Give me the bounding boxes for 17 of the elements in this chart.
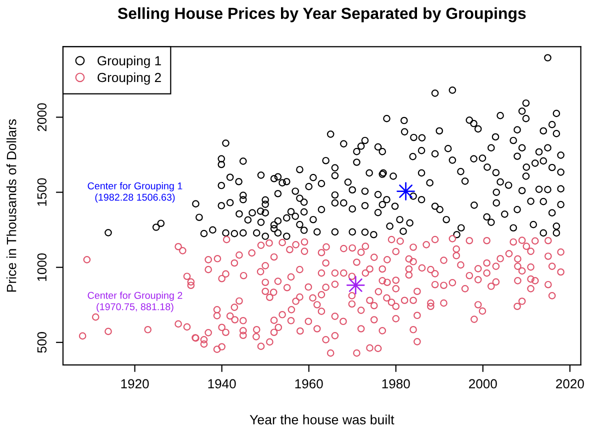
y-axis-title: Price in Thousands of Dollars [6,119,16,292]
x-tick-label: 1960 [295,379,323,388]
y-tick-label: 500 [37,332,47,353]
y-tick-label: 1500 [37,178,47,206]
y-tick-label: 2000 [37,103,47,132]
x-tick-label: 1980 [382,379,410,388]
x-tick-label: 1920 [121,379,149,388]
x-tick-label: 1940 [208,379,236,388]
chart-title: Selling House Prices by Year Separated by Groupings [118,7,526,22]
y-tick-label: 1000 [37,253,47,281]
annotation: Center for Grouping 1 (1982.28 1506.63) [88,182,182,203]
x-tick-label: 2020 [556,379,584,388]
annotation: Center for Grouping 2 (1970.75, 881.18) [88,292,182,312]
legend-label: Grouping 2 [98,72,161,85]
legend-label: Grouping 1 [98,56,161,68]
x-tick-label: 2000 [469,379,497,388]
x-axis-title: Year the house was built [250,414,394,424]
